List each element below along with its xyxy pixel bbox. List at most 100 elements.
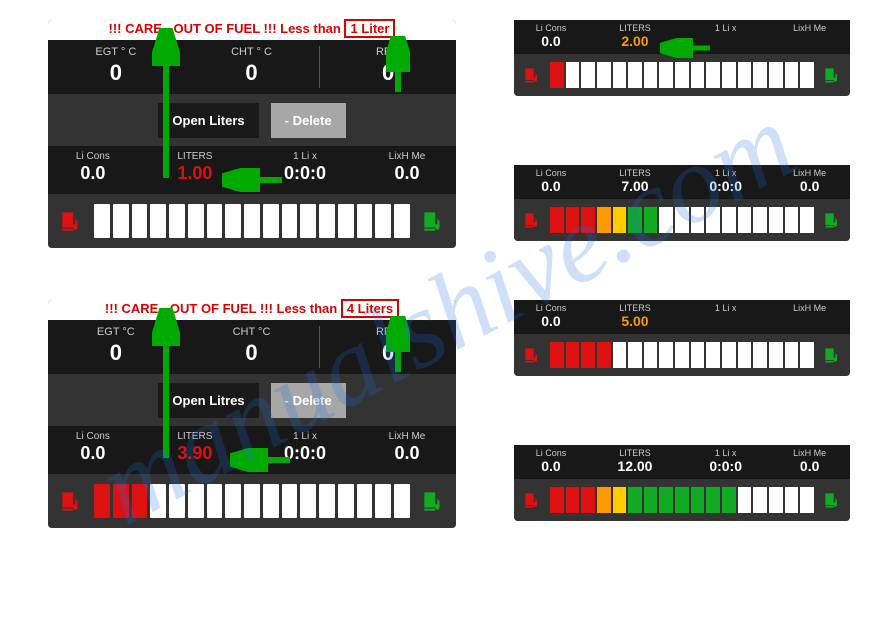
liters-cell: LITERS1.00 [138, 146, 252, 194]
fuel-bar-segment [566, 342, 580, 368]
fuel-bar-segment [659, 342, 673, 368]
fuel-bar-segment [550, 342, 564, 368]
fuel-bar-segment [628, 207, 642, 233]
fuel-bar-segment [785, 342, 799, 368]
warn-box: 1 Liter [344, 19, 395, 38]
li-cons-cell: Li Cons0.0 [514, 20, 588, 54]
fuel-bar-segment [597, 342, 611, 368]
fuel-bar-gauge [550, 207, 814, 233]
li-cons-cell: Li Cons0.0 [514, 165, 588, 199]
fuel-pump-icon-green [822, 490, 842, 510]
fuel-bar-segment [550, 487, 564, 513]
li-cons-cell: Li Cons0.0 [48, 426, 138, 474]
fuel-bar-segment [628, 342, 642, 368]
fuel-bar-segment [691, 62, 705, 88]
fuel-pump-icon-red [522, 210, 542, 230]
fuel-bar-gauge [550, 62, 814, 88]
fuel-bar-segment [113, 204, 129, 238]
fuel-bar-segment [613, 342, 627, 368]
li-per-x-cell: 1 Li x [682, 20, 769, 54]
warn-bar: !!! CARE - OUT OF FUEL !!! Less than 1 L… [48, 20, 456, 40]
fuel-pump-icon-green [822, 210, 842, 230]
fuel-bar-segment [263, 204, 279, 238]
fuel-bar-segment [753, 207, 767, 233]
fuel-bar-segment [769, 487, 783, 513]
warn-text: !!! CARE - OUT OF FUEL !!! Less than [105, 301, 337, 316]
fuel-bar-gauge [94, 484, 410, 518]
fuel-bar-segment [113, 484, 129, 518]
fuel-bar-segment [738, 487, 752, 513]
fuel-bar-segment [300, 204, 316, 238]
liters-cell: LITERS5.00 [588, 300, 682, 334]
fuel-bar-segment [722, 207, 736, 233]
fuel-bar-segment [150, 204, 166, 238]
fuel-bar-segment [132, 204, 148, 238]
egt-cell: EGT ° C0 [48, 40, 184, 94]
fuel-bar-segment [244, 484, 260, 518]
fuel-bar-segment [597, 487, 611, 513]
fuel-bar-segment [150, 484, 166, 518]
fuel-bar-segment [722, 62, 736, 88]
egt-cell: EGT °C0 [48, 320, 184, 374]
fuel-bar-segment [785, 487, 799, 513]
fuel-bar-segment [357, 204, 373, 238]
fuel-bar-segment [644, 62, 658, 88]
mini-panel-4: Li Cons0.0 LITERS12.00 1 Li x0:0:0 LixH … [514, 445, 850, 521]
li-per-x-cell: 1 Li x0:0:0 [682, 445, 769, 479]
fuel-bar-segment [613, 207, 627, 233]
lixh-me-cell: LixH Me [769, 20, 850, 54]
li-per-x-cell: 1 Li x0:0:0 [252, 146, 358, 194]
fuel-bar-gauge [550, 487, 814, 513]
fuel-bar-segment [613, 62, 627, 88]
liters-cell: LITERS12.00 [588, 445, 682, 479]
fuel-pump-icon-red [522, 490, 542, 510]
fuel-bar-segment [581, 487, 595, 513]
open-liters-button[interactable]: Open Litres [158, 383, 258, 418]
fuel-pump-icon-red [58, 488, 84, 514]
fuel-bar-segment [188, 484, 204, 518]
lixh-me-cell: LixH Me0.0 [769, 445, 850, 479]
fuel-bar-segment [338, 484, 354, 518]
fuel-bar-segment [207, 484, 223, 518]
fuel-bar-segment [357, 484, 373, 518]
fuel-bar-segment [644, 487, 658, 513]
fuel-bar-segment [613, 487, 627, 513]
fuel-bar-segment [785, 62, 799, 88]
warn-bar: !!! CARE - OUT OF FUEL !!! Less than 4 L… [48, 300, 456, 320]
fuel-pump-icon-green [822, 345, 842, 365]
fuel-bar-segment [207, 204, 223, 238]
fuel-bar-segment [319, 484, 335, 518]
fuel-bar-segment [566, 487, 580, 513]
fuel-bar-segment [394, 484, 410, 518]
rpm-cell: RPM0 [320, 320, 456, 374]
open-liters-button[interactable]: Open Liters [158, 103, 258, 138]
fuel-bar-segment [691, 207, 705, 233]
fuel-bar-segment [659, 487, 673, 513]
delete-button[interactable]: - Delete [271, 383, 346, 418]
warn-box: 4 Liters [341, 299, 399, 318]
fuel-bar-segment [282, 204, 298, 238]
fuel-bar-segment [597, 207, 611, 233]
fuel-bar-segment [706, 207, 720, 233]
fuel-pump-icon-green [822, 65, 842, 85]
fuel-bar-segment [800, 207, 814, 233]
fuel-bar-segment [550, 62, 564, 88]
fuel-bar-segment [738, 207, 752, 233]
fuel-bar-segment [706, 62, 720, 88]
cht-cell: CHT ° C0 [184, 40, 320, 94]
fuel-bar-segment [706, 487, 720, 513]
fuel-bar-segment [675, 342, 689, 368]
delete-button[interactable]: - Delete [271, 103, 346, 138]
fuel-bar-segment [628, 487, 642, 513]
fuel-bar-segment [659, 207, 673, 233]
fuel-bar-segment [94, 484, 110, 518]
fuel-pump-icon-red [58, 208, 84, 234]
fuel-bar-segment [581, 207, 595, 233]
mini-panel-1: Li Cons0.0 LITERS2.00 1 Li x LixH Me [514, 20, 850, 96]
fuel-bar-segment [566, 207, 580, 233]
fuel-bar-segment [785, 207, 799, 233]
fuel-bar-segment [675, 207, 689, 233]
fuel-bar-segment [597, 62, 611, 88]
fuel-bar-segment [800, 342, 814, 368]
fuel-bar-gauge [550, 342, 814, 368]
